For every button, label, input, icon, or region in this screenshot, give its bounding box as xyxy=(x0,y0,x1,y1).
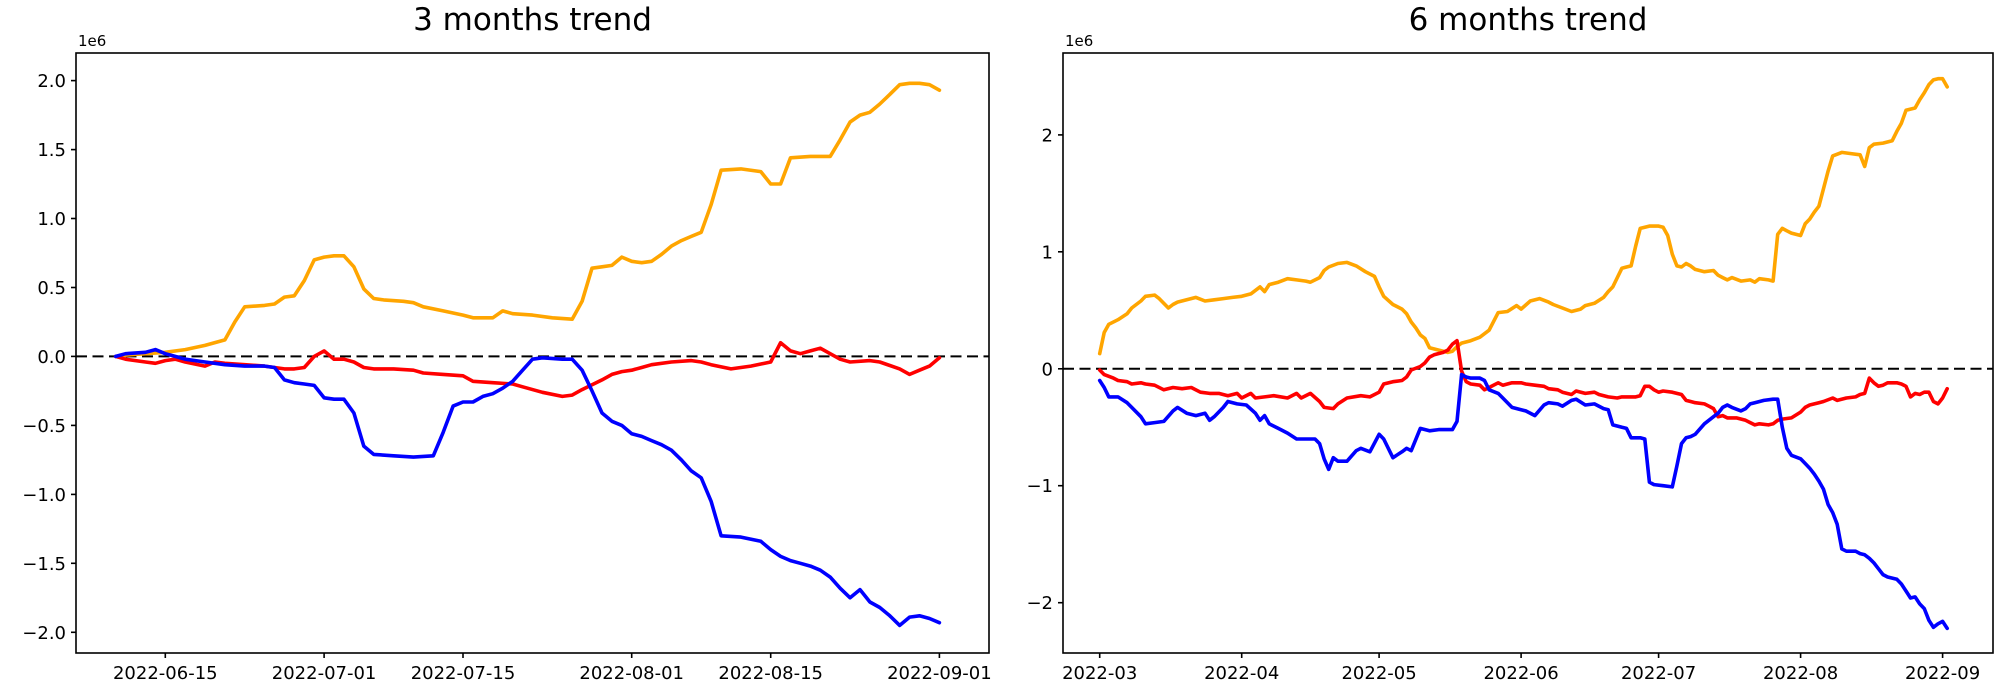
x-tick-label: 2022-07-15 xyxy=(411,663,516,684)
y-tick-label: 1.5 xyxy=(37,140,66,161)
chart-trend-6-months: 2022-03 2022-04 2022-05 2022-06 2022-07 2022-… xyxy=(1026,32,1994,684)
y-tick-label: −1 xyxy=(1026,476,1053,497)
x-tick-label: 2022-05 xyxy=(1341,663,1416,684)
blue-line xyxy=(1097,372,1949,631)
y-tick-label: −1.5 xyxy=(22,554,66,575)
chart-title-6-months: 6 months trend xyxy=(1408,2,1648,38)
x-tick-label: 2022-08-15 xyxy=(718,663,823,684)
x-tick-label: 2022-08-01 xyxy=(579,663,684,684)
axes-frame xyxy=(75,52,990,654)
x-tick-label: 2022-07-01 xyxy=(272,663,377,684)
blue-line xyxy=(113,347,942,628)
chart-trend-3-months: 2022-06-15 2022-07-01 2022-07-15 2022-08-01… xyxy=(22,32,991,684)
y-tick-label: 1 xyxy=(1042,242,1053,263)
x-tick-label: 2022-07 xyxy=(1621,663,1696,684)
y-tick-label: −0.5 xyxy=(22,416,66,437)
x-tick-label: 2022-09-01 xyxy=(887,663,992,684)
red-line xyxy=(113,340,942,399)
chart-title-3-months: 3 months trend xyxy=(413,2,652,38)
x-tick-label: 2022-06 xyxy=(1483,663,1558,684)
red-line xyxy=(1097,338,1949,427)
y-tick-label: 2.0 xyxy=(37,71,66,92)
y-tick-label: −1.0 xyxy=(22,485,66,506)
orange-line xyxy=(113,81,942,359)
orange-line xyxy=(1097,76,1949,356)
x-tick-label: 2022-03 xyxy=(1062,663,1137,684)
x-tick-label: 2022-06-15 xyxy=(113,663,218,684)
y-tick-label: 1.0 xyxy=(37,209,66,230)
x-tick-label: 2022-09 xyxy=(1905,663,1980,684)
y-axis-offset-label: 1e6 xyxy=(78,32,106,50)
x-tick-label: 2022-04 xyxy=(1204,663,1279,684)
y-tick-label: 0.5 xyxy=(37,278,66,299)
y-tick-label: 2 xyxy=(1042,125,1053,146)
y-tick-label: 0.0 xyxy=(37,347,66,368)
y-tick-label: 0 xyxy=(1042,359,1053,380)
x-tick-label: 2022-08 xyxy=(1763,663,1838,684)
y-tick-label: −2 xyxy=(1026,593,1053,614)
y-axis-offset-label: 1e6 xyxy=(1065,32,1093,50)
y-tick-label: −2.0 xyxy=(22,623,66,644)
axes-frame xyxy=(1062,52,1994,654)
